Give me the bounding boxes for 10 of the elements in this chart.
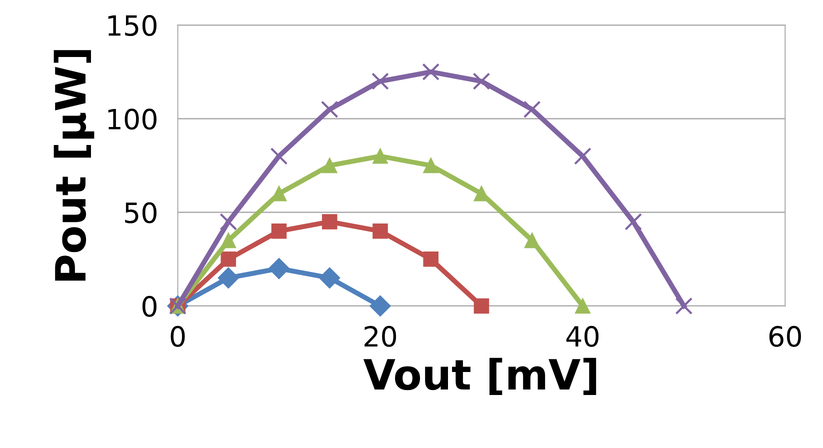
x-tick-label: 60: [769, 326, 801, 347]
y-tick-label: 50: [125, 202, 156, 224]
y-tick-label: 100: [108, 108, 156, 130]
x-tick-label: 20: [364, 326, 396, 347]
x-tick-label: 0: [170, 326, 185, 347]
y-tick-label: 150: [108, 15, 156, 36]
x-axis-title: Vout [mV]: [363, 358, 596, 396]
y-tick-label: 0: [142, 296, 156, 317]
y-axis-title: Pout [μW]: [54, 50, 94, 281]
x-tick-label: 40: [566, 326, 599, 347]
